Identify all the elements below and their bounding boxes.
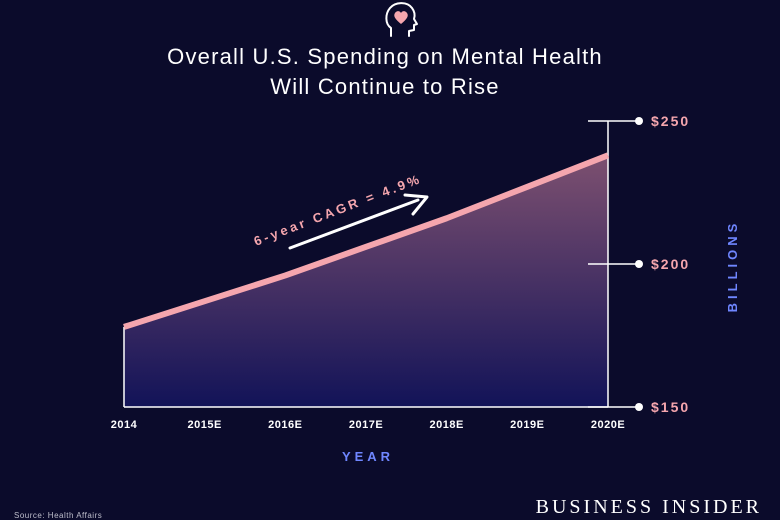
- x-tick-label: 2015E: [188, 419, 222, 431]
- x-tick-label: 2016E: [268, 419, 302, 431]
- series-line: [123, 152, 610, 330]
- brand-logo-text: BUSINESS INSIDER: [535, 496, 762, 518]
- y-tick-label: $250: [651, 113, 690, 129]
- cagr-arrow-head: [403, 193, 429, 216]
- y-tick-dot: [635, 117, 643, 125]
- x-tick-label: 2017E: [349, 419, 383, 431]
- x-axis-title: YEAR: [342, 449, 394, 464]
- y-tick-label: $150: [651, 399, 690, 415]
- x-tick-label: 2020E: [591, 419, 625, 431]
- x-tick-label: 2018E: [430, 419, 464, 431]
- cagr-arrow-shaft: [288, 198, 420, 250]
- x-tick-label: 2014: [111, 419, 138, 431]
- chart-title-line-2: Will Continue to Rise: [270, 74, 500, 99]
- area-fill: [124, 155, 608, 407]
- y-tick-dot: [635, 260, 643, 268]
- x-tick-label: 2019E: [510, 419, 544, 431]
- y-tick-dot: [635, 403, 643, 411]
- y-axis-title: BILLIONS: [725, 220, 740, 313]
- chart-title-line-1: Overall U.S. Spending on Mental Health: [167, 44, 603, 69]
- head-heart-icon: [385, 2, 418, 37]
- y-tick-label: $200: [651, 256, 690, 272]
